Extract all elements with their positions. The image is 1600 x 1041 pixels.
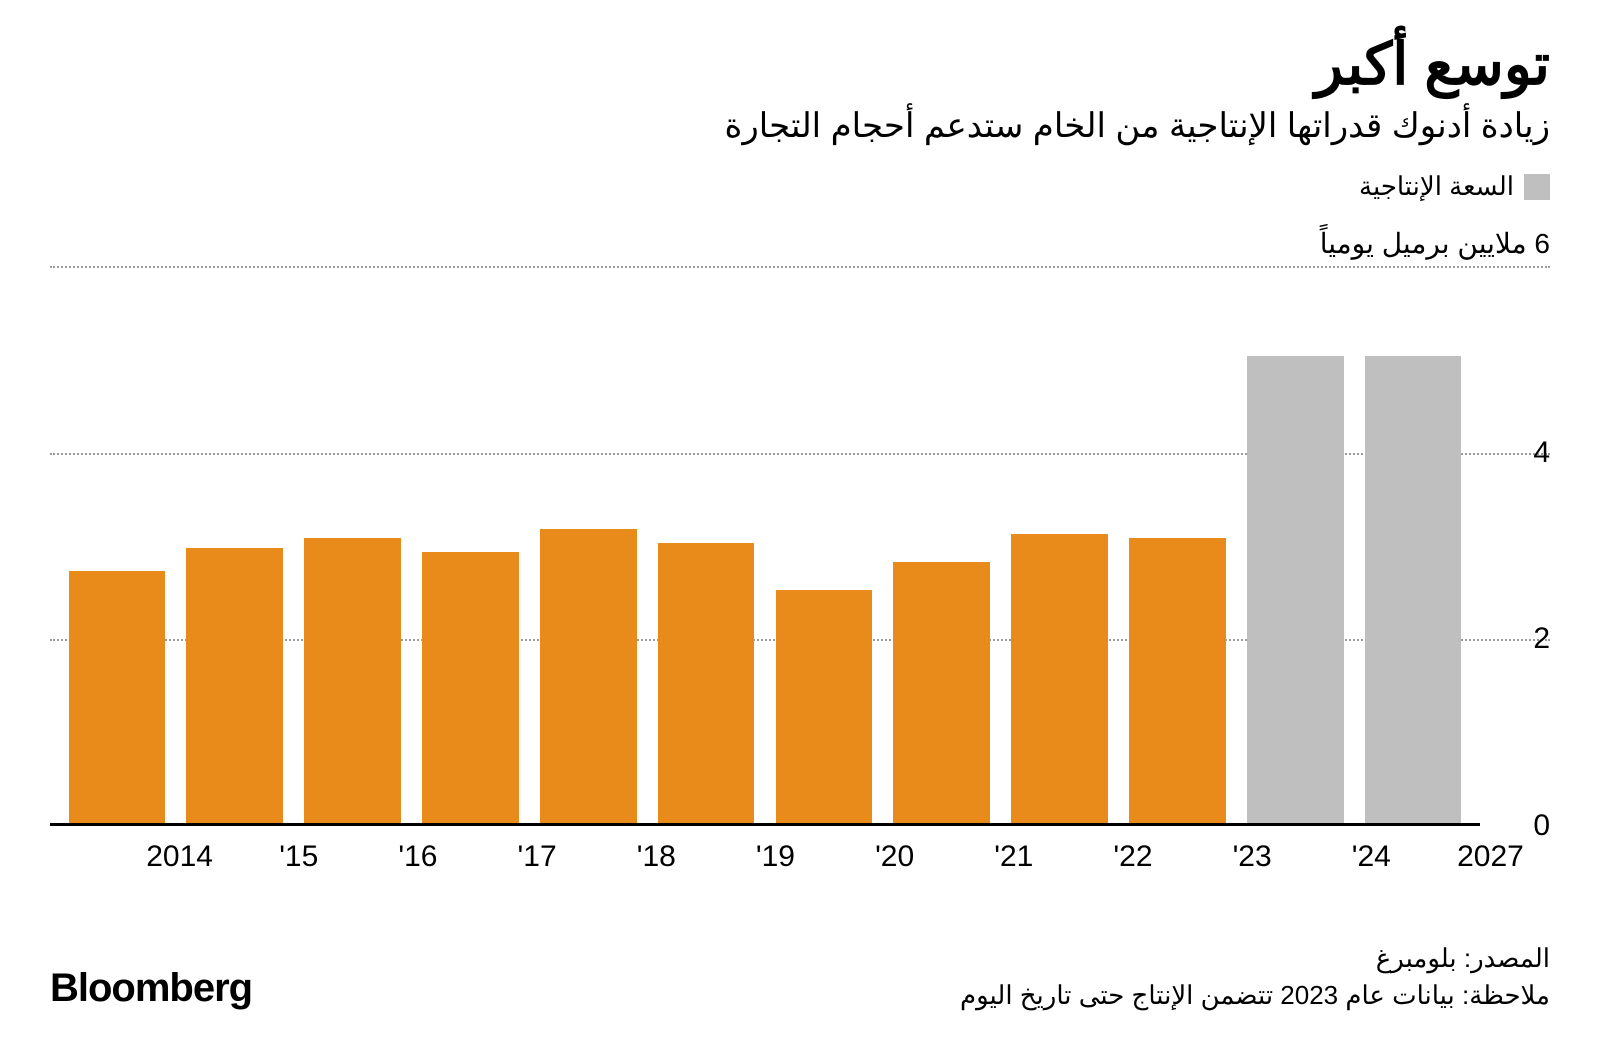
bar [69, 571, 166, 823]
bar [1011, 534, 1108, 823]
bar-slot [411, 263, 529, 823]
bar [422, 552, 519, 823]
x-tick-label: '21 [954, 840, 1073, 890]
x-tick-label: 2014 [120, 840, 239, 890]
x-tick-label: 2027 [1431, 840, 1550, 890]
legend-label: السعة الإنتاجية [1359, 171, 1514, 202]
x-tick-label: '18 [597, 840, 716, 890]
bar-slot [1001, 263, 1119, 823]
x-tick-label: '23 [1193, 840, 1312, 890]
bar [186, 548, 283, 823]
x-tick-label: '20 [835, 840, 954, 890]
x-tick-label: '24 [1312, 840, 1431, 890]
x-tick-label: '15 [239, 840, 358, 890]
y-tick-label: 2 [1490, 622, 1550, 656]
y-tick-label: 4 [1490, 436, 1550, 470]
footer: المصدر: بلومبرغ ملاحظة: بيانات عام 2023 … [50, 943, 1550, 1011]
bar [304, 538, 401, 823]
x-tick-label: '16 [358, 840, 477, 890]
bar-slot [58, 263, 176, 823]
x-tick-label: '22 [1073, 840, 1192, 890]
legend-swatch [1524, 174, 1550, 200]
note-text: ملاحظة: بيانات عام 2023 تتضمن الإنتاج حت… [960, 980, 1550, 1011]
y-tick-label: 0 [1490, 809, 1550, 843]
chart-container: توسع أكبر زيادة أدنوك قدراتها الإنتاجية … [0, 0, 1600, 1041]
bar-slot [176, 263, 294, 823]
bar-slot [1354, 263, 1472, 823]
x-axis: 2014'15'16'17'18'19'20'21'22'23'242027 [120, 840, 1550, 890]
bar-slot [529, 263, 647, 823]
bar [893, 562, 990, 823]
bar-slot [765, 263, 883, 823]
chart-subtitle: زيادة أدنوك قدراتها الإنتاجية من الخام س… [50, 106, 1550, 146]
plot: 024 [50, 266, 1480, 826]
chart-title: توسع أكبر [50, 30, 1550, 98]
yaxis-top-label: 6 ملايين برميل يومياً [50, 227, 1550, 260]
bar [1365, 356, 1462, 823]
bar-slot [294, 263, 412, 823]
bar-slot [883, 263, 1001, 823]
bar [540, 529, 637, 823]
legend: السعة الإنتاجية [50, 171, 1550, 202]
footer-text: المصدر: بلومبرغ ملاحظة: بيانات عام 2023 … [960, 943, 1550, 1011]
bar-slot [1118, 263, 1236, 823]
bar [658, 543, 755, 823]
bar [776, 590, 873, 823]
bar-slot [1236, 263, 1354, 823]
bloomberg-logo: Bloomberg [50, 966, 252, 1011]
bar-slot [647, 263, 765, 823]
x-tick-label: '19 [716, 840, 835, 890]
source-text: المصدر: بلومبرغ [960, 943, 1550, 974]
chart-plot-area: 024 [50, 266, 1550, 826]
bar [1247, 356, 1344, 823]
bar [1129, 538, 1226, 823]
x-tick-label: '17 [478, 840, 597, 890]
bars-group [50, 263, 1480, 823]
